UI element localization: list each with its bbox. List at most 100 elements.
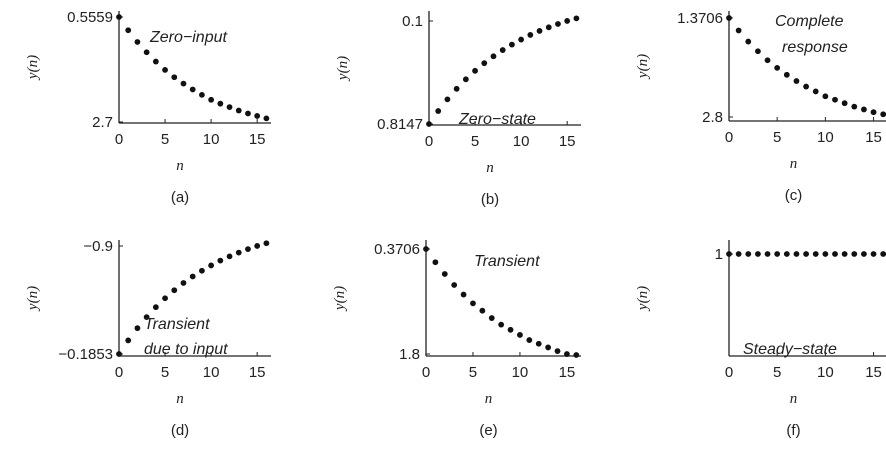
data-point: [726, 251, 732, 257]
data-point: [861, 251, 867, 257]
data-point: [451, 282, 458, 288]
y-tick-label: 1: [715, 246, 723, 263]
data-point: [460, 291, 467, 298]
data-point: [199, 267, 205, 274]
data-point: [162, 295, 168, 302]
data-point: [535, 340, 542, 347]
y-tick-label: 0.8147: [377, 116, 423, 133]
data-point: [841, 251, 848, 257]
data-point: [573, 352, 580, 358]
data-point: [462, 76, 469, 83]
x-tick-label: 0: [115, 364, 123, 381]
data-point: [235, 249, 242, 256]
data-point: [143, 49, 150, 56]
data-point: [880, 111, 886, 118]
y-tick-label: 0.5559: [67, 9, 113, 26]
x-tick-label: 10: [817, 364, 834, 381]
x-tick-label: 10: [203, 364, 220, 381]
data-point: [880, 251, 886, 257]
data-point: [870, 109, 877, 116]
data-point: [180, 280, 187, 286]
data-point: [134, 325, 141, 332]
x-axis-label: n: [486, 160, 494, 176]
x-tick-label: 10: [512, 364, 529, 381]
data-point: [870, 251, 877, 257]
x-tick-label: 5: [161, 131, 169, 148]
panel-e: 0 5 10 15 0.3706 1.8 Transient y(n) n (e): [332, 240, 581, 439]
data-point: [134, 39, 141, 45]
y-axis-label: y(n): [25, 55, 41, 81]
data-point: [735, 27, 742, 34]
data-point: [189, 86, 196, 93]
panel-f: 0 5 10 15 1 Steady−state y(n) n (f): [635, 240, 886, 439]
data-point: [793, 78, 800, 84]
series-annotation: Transient: [474, 253, 540, 270]
data-point: [245, 110, 251, 117]
x-tick-label: 0: [422, 364, 430, 381]
data-point: [851, 251, 858, 257]
data-point: [426, 121, 432, 127]
data-point: [861, 106, 867, 113]
data-point: [444, 96, 451, 103]
data-point: [764, 251, 771, 257]
x-axis-label: n: [790, 156, 798, 172]
data-point: [254, 113, 261, 119]
data-point: [152, 304, 159, 311]
x-tick-label: 15: [865, 129, 882, 146]
y-axis-label: y(n): [635, 54, 651, 80]
data-point: [745, 251, 752, 257]
data-point: [803, 83, 809, 90]
data-point: [125, 27, 132, 34]
series-annotation: Steady−state: [743, 341, 837, 358]
data-point: [812, 88, 819, 95]
series-annotation: response: [782, 39, 848, 56]
series-annotation: due to input: [144, 341, 228, 358]
y-axis-label: y(n): [635, 286, 651, 312]
data-point: [783, 251, 790, 257]
series-annotation: Zero−state: [458, 111, 536, 128]
panel-caption: (e): [479, 422, 497, 439]
data-point: [832, 251, 838, 257]
x-tick-label: 15: [559, 364, 576, 381]
data-point: [517, 332, 523, 338]
data-point: [490, 53, 497, 60]
data-point: [180, 80, 187, 87]
data-point: [226, 104, 233, 111]
data-point: [199, 91, 205, 98]
data-point: [498, 321, 505, 328]
x-tick-label: 0: [115, 131, 123, 148]
data-point: [793, 251, 800, 257]
data-point: [509, 41, 515, 48]
data-point: [481, 60, 488, 67]
y-tick-label: 1.8: [399, 346, 420, 363]
data-point: [235, 107, 242, 114]
data-point: [453, 85, 460, 92]
panel-caption: (a): [171, 189, 189, 206]
data-point: [208, 262, 215, 269]
data-point: [254, 243, 261, 249]
data-point: [226, 253, 233, 260]
data-point: [116, 351, 122, 357]
data-point: [441, 271, 448, 277]
data-point: [507, 326, 514, 333]
data-point: [841, 100, 848, 107]
data-point: [755, 251, 761, 257]
data-point: [545, 344, 552, 351]
x-tick-label: 5: [773, 129, 781, 146]
data-point: [745, 38, 752, 45]
data-point: [125, 337, 132, 344]
x-tick-label: 0: [425, 133, 433, 150]
data-point: [162, 66, 168, 73]
panel-c: 0 5 10 15 1.3706 2.8 Complete response y(n) n (c): [635, 10, 886, 204]
data-point: [263, 115, 270, 122]
data-point: [263, 240, 270, 247]
series-annotation: Complete: [775, 13, 844, 30]
data-point: [499, 47, 506, 53]
x-axis-label: n: [176, 391, 184, 407]
panel-caption: (f): [786, 422, 800, 439]
data-point: [536, 28, 543, 34]
data-point: [803, 251, 809, 257]
panel-caption: (c): [785, 187, 803, 204]
data-point: [518, 36, 525, 43]
